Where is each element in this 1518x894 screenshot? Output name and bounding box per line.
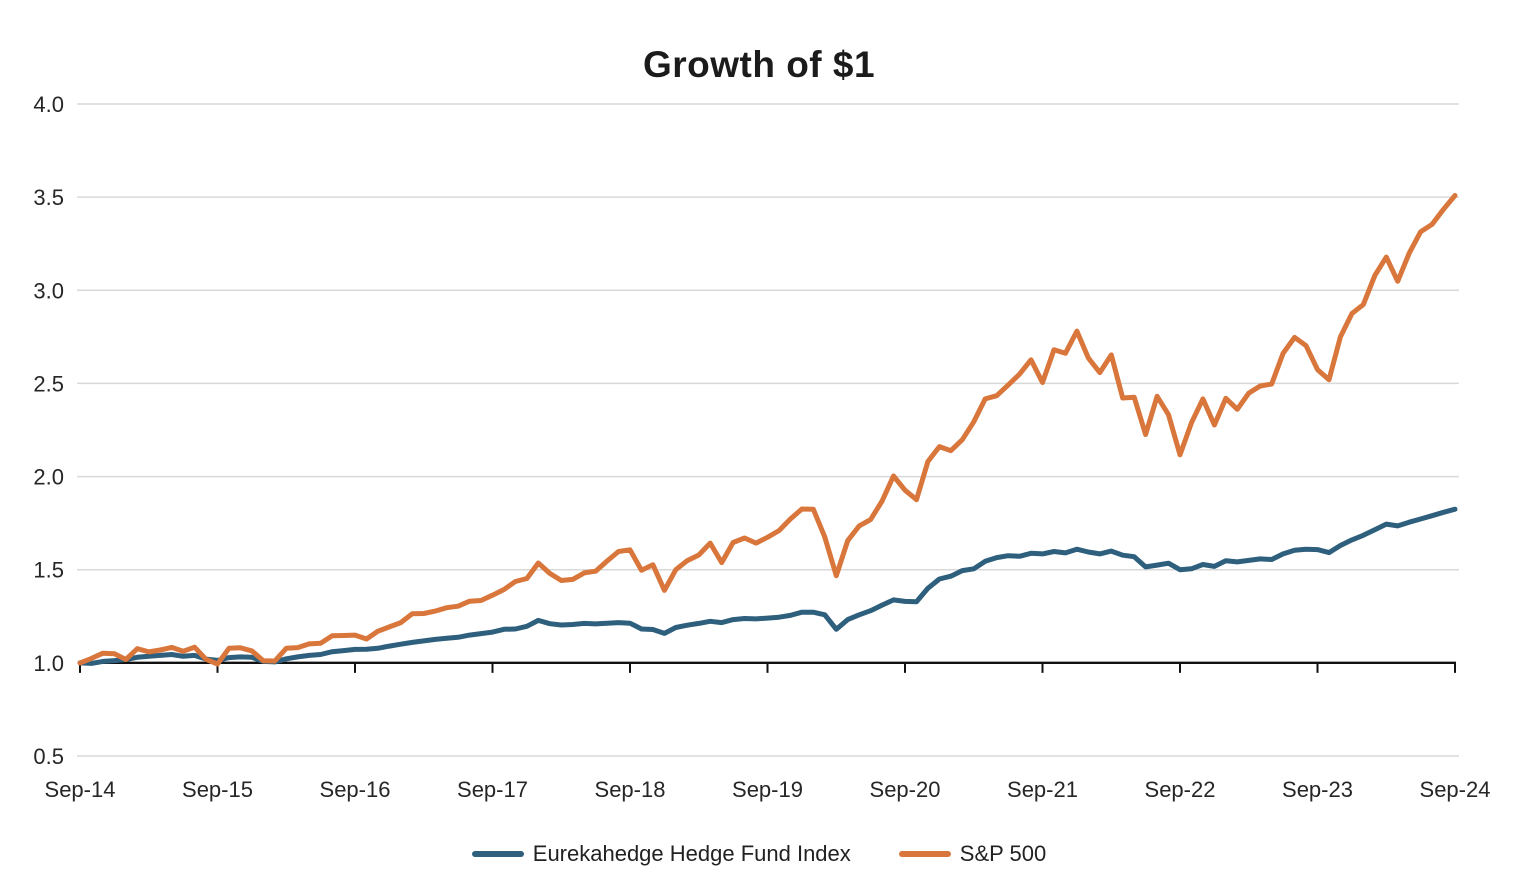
x-axis-tick-label: Sep-16 [320,777,391,802]
chart-legend: Eurekahedge Hedge Fund Index S&P 500 [0,841,1518,867]
x-axis-tick-label: Sep-18 [595,777,666,802]
legend-label-eurekahedge: Eurekahedge Hedge Fund Index [532,841,851,866]
x-axis-tick-label: Sep-15 [182,777,253,802]
x-axis-tick-label: Sep-23 [1282,777,1353,802]
legend-swatch-sp500-icon [898,851,951,857]
series-line-sp500 [77,193,1458,667]
legend-item-sp500: S&P 500 [898,841,1047,867]
legend-label-sp500: S&P 500 [959,841,1047,866]
y-axis-tick-label: 3.5 [33,185,64,210]
legend-item-eurekahedge: Eurekahedge Hedge Fund Index [471,841,851,867]
x-axis-tick-label: Sep-24 [1420,777,1491,802]
y-axis-tick-label: 0.5 [33,744,64,769]
x-axis-tick-label: Sep-20 [870,777,941,802]
y-axis-tick-label: 2.5 [33,371,64,396]
x-axis-tick-label: Sep-19 [732,777,803,802]
y-axis-tick-label: 4.0 [33,92,64,117]
y-axis-tick-label: 3.0 [33,278,64,303]
chart-title: Growth of $1 [642,44,876,85]
series-line-eurekahedge [77,506,1458,666]
x-axis-tick-label: Sep-22 [1145,777,1216,802]
y-axis-tick-label: 1.0 [33,651,64,676]
legend-swatch-eurekahedge-icon [471,851,524,857]
x-axis-tick-label: Sep-21 [1007,777,1078,802]
y-axis-tick-label: 2.0 [33,465,64,490]
y-axis-tick-label: 1.5 [33,558,64,583]
x-axis-tick-label: Sep-14 [45,777,116,802]
x-axis-tick-label: Sep-17 [457,777,528,802]
